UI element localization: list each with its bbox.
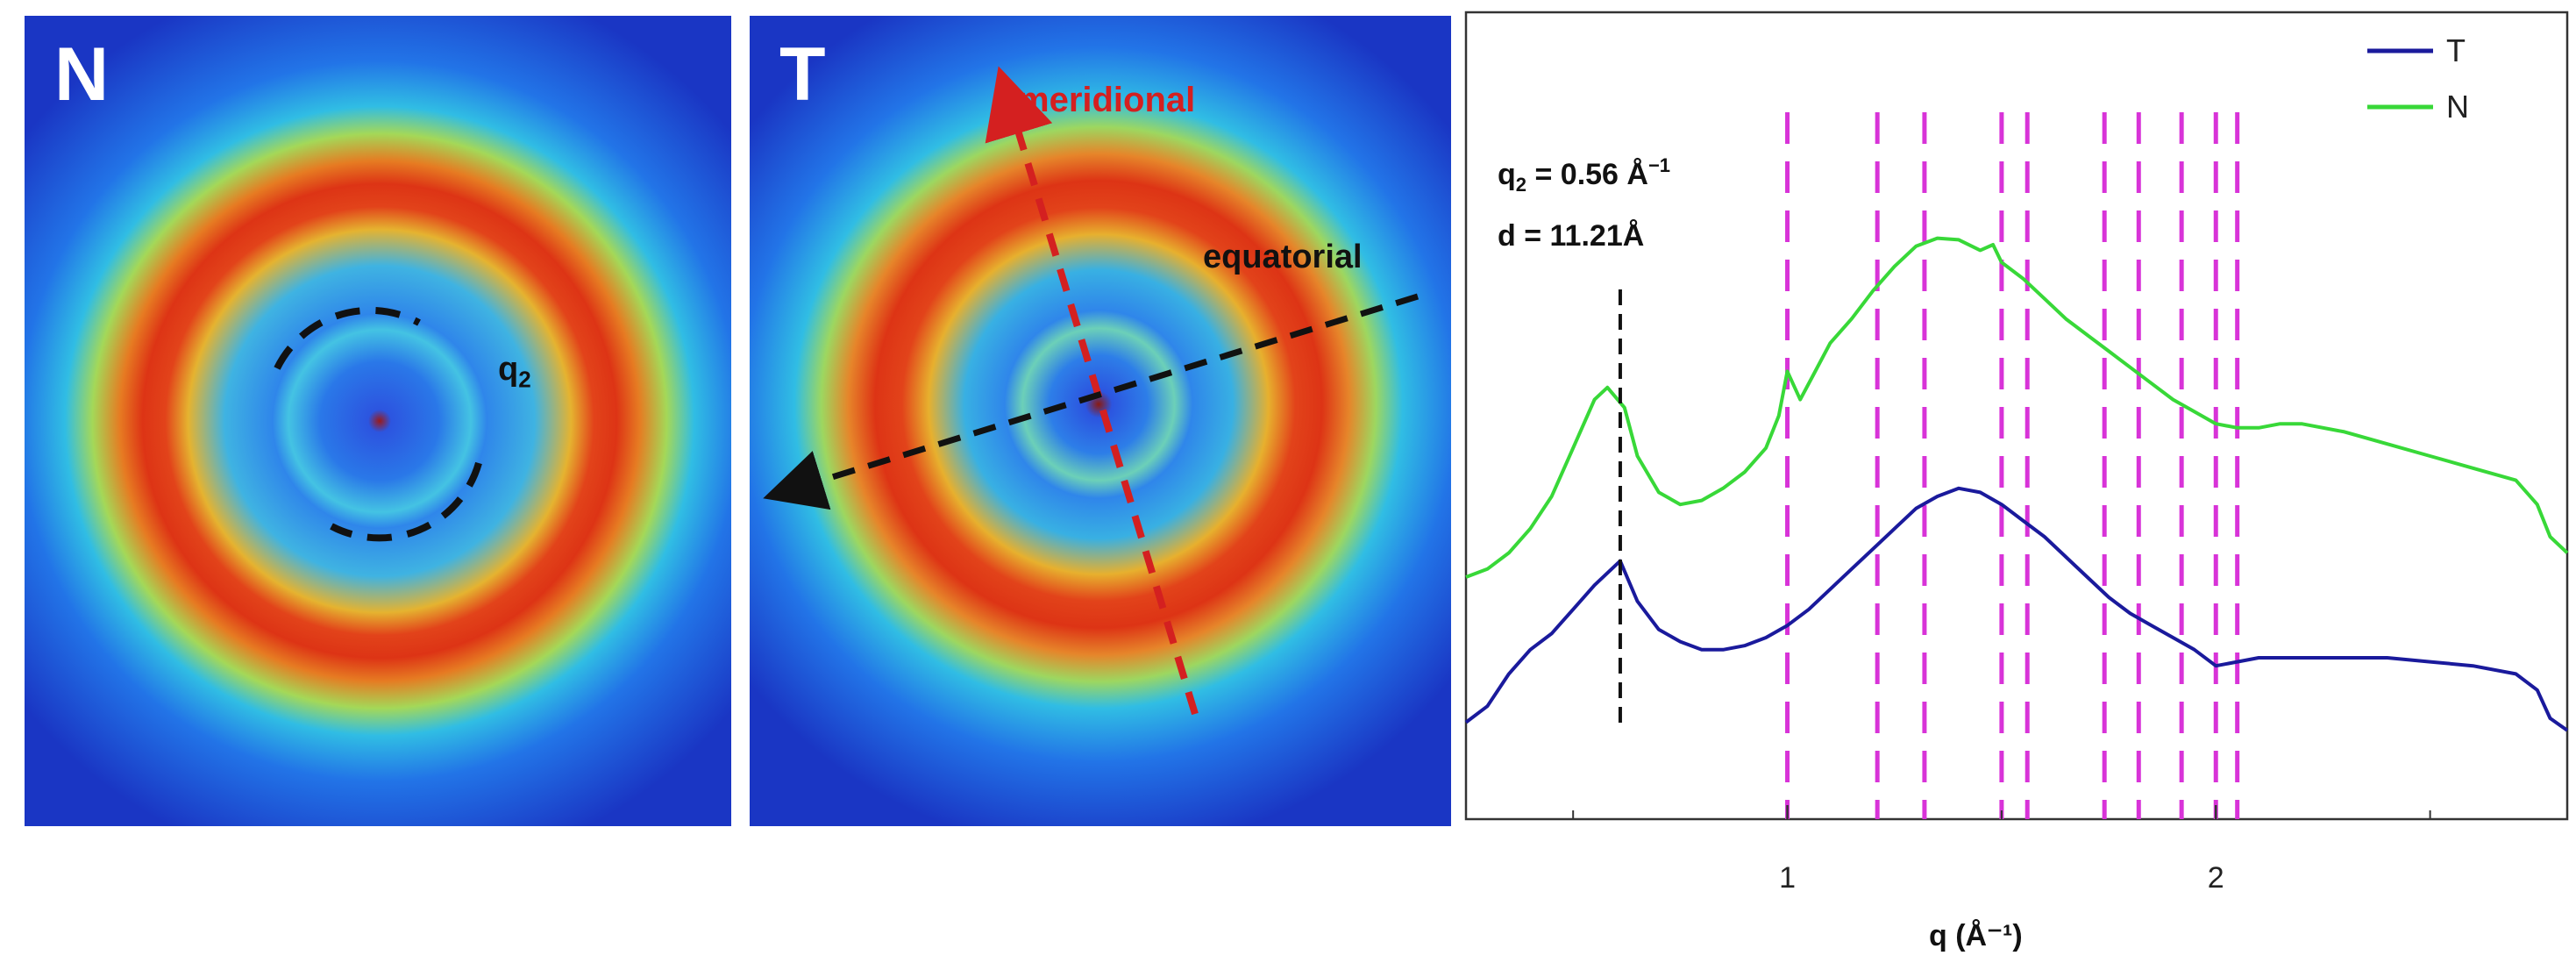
series-line-n [1465, 236, 2569, 579]
diffraction-pattern-t [750, 16, 1451, 826]
annotation-d-label: d = 11.21Å [1498, 219, 1644, 253]
meridional-label: meridional [1018, 81, 1196, 119]
legend-label-t: T [2446, 32, 2466, 68]
equatorial-label: equatorial [1203, 239, 1363, 275]
panel-label-t: T [779, 32, 826, 117]
legend: T N [2367, 32, 2469, 125]
x-axis-label: q (Å⁻¹) [1929, 919, 2023, 952]
x-tick-label-2: 2 [2208, 861, 2224, 895]
ring-label-q2: q2 [498, 351, 531, 393]
panel-label-n: N [54, 32, 110, 117]
plot-frame [1464, 11, 2569, 821]
series-line-t [1464, 486, 2569, 732]
x-tick-label-1: 1 [1779, 861, 1796, 895]
diffraction-panel-t: T meridional equatorial [750, 16, 1451, 826]
diffraction-pattern-n [25, 16, 731, 826]
diffraction-panel-n: N q2 [25, 16, 731, 826]
plot-canvas: 1 2 q2 = 0.56 Å−1 d = 11.21Å T N q (Å⁻¹) [1464, 11, 2569, 952]
annotation-q-label: q2 = 0.56 Å−1 [1498, 154, 1670, 196]
intensity-plot: 1 2 q2 = 0.56 Å−1 d = 11.21Å T N q (Å⁻¹) [1455, 0, 2576, 970]
legend-label-n: N [2446, 89, 2469, 125]
